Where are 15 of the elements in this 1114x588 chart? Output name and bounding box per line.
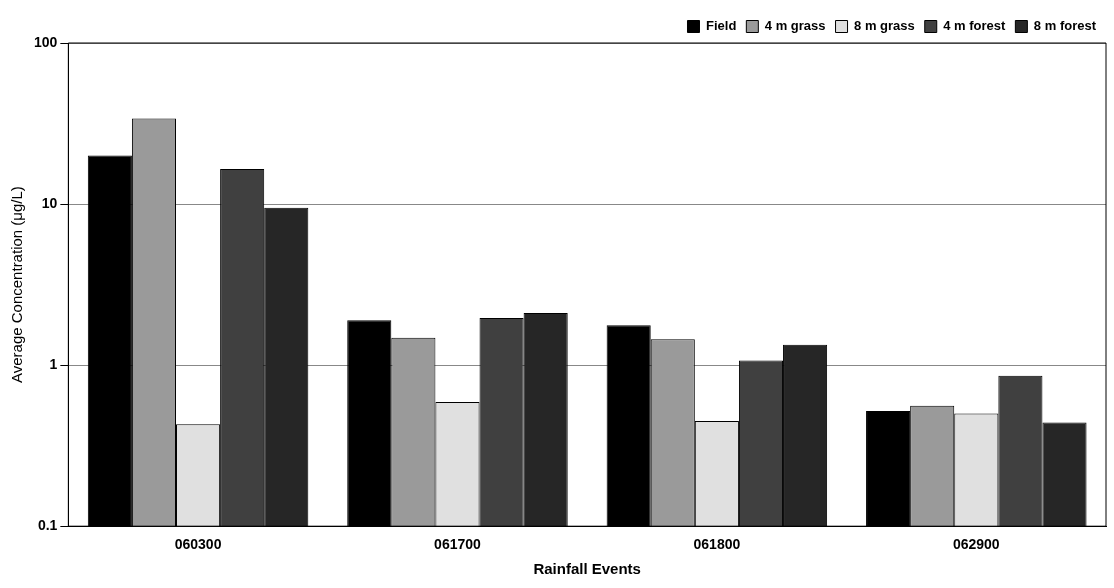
x-tick-label: 061800 [693,536,741,553]
x-axis-title: Rainfall Events [533,560,641,578]
x-tick-label: 062900 [952,536,1000,553]
legend-label: 8 m forest [1033,18,1097,34]
legend-label: 4 m forest [943,18,1007,34]
legend-label: Field [706,18,737,34]
legend-label: 8 m grass [854,18,915,34]
y-axis-title: Average Concentration (μg/L) [8,186,26,384]
y-tick-label: 10 [41,194,58,211]
x-tick-label: 061700 [434,536,482,553]
y-tick-label: 100 [34,33,58,50]
y-tick-label: 1 [49,355,58,372]
y-tick-label: 0.1 [37,517,58,534]
x-tick-label: 060300 [174,536,222,553]
legend-label: 4 m grass [764,18,826,34]
